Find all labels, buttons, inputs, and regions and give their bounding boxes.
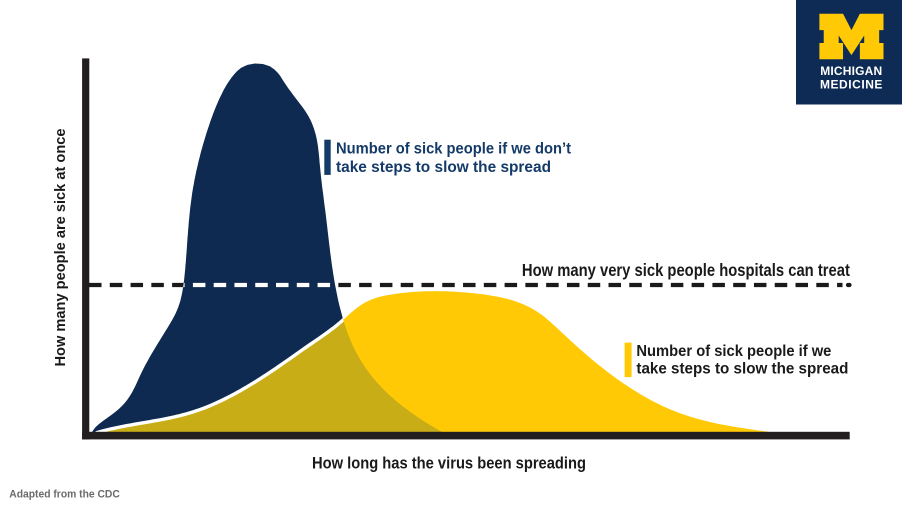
svg-text:Adapted from the CDC: Adapted from the CDC (9, 488, 120, 500)
svg-text:Number of sick people if we do: Number of sick people if we don’t (336, 141, 571, 158)
svg-text:How many very sick people hosp: How many very sick people hospitals can … (522, 260, 850, 280)
svg-text:How long has the virus been sp: How long has the virus been spreading (312, 454, 586, 473)
svg-text:take steps to slow the spread: take steps to slow the spread (636, 360, 848, 377)
svg-text:take steps to slow the spread: take steps to slow the spread (336, 159, 551, 176)
svg-text:How many people are sick at on: How many people are sick at once (53, 129, 69, 367)
svg-text:Number of sick people if we: Number of sick people if we (636, 343, 831, 360)
svg-text:MEDICINE: MEDICINE (820, 78, 883, 92)
svg-text:MICHIGAN: MICHIGAN (820, 64, 882, 78)
